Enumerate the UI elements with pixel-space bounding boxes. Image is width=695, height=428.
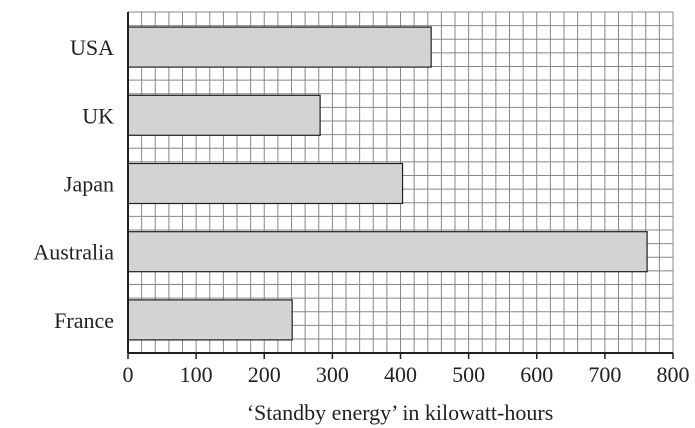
- x-axis-title: ‘Standby energy’ in kilowatt-hours: [247, 400, 554, 425]
- x-tick-label: 200: [248, 362, 281, 387]
- tick-labels: 0 100 200 300 400 500 600 700 800: [123, 362, 690, 387]
- bar-japan: [127, 162, 404, 205]
- bar-australia: [127, 231, 648, 273]
- x-tick-label: 500: [452, 362, 485, 387]
- bar-france: [127, 299, 293, 341]
- axes: [127, 12, 674, 359]
- category-labels: USA UK Japan Australia France: [33, 35, 114, 333]
- category-label-france: France: [54, 308, 114, 333]
- bar-usa: [127, 26, 432, 68]
- x-tick-label: 800: [657, 362, 690, 387]
- x-tick-label: 300: [316, 362, 349, 387]
- category-label-japan: Japan: [64, 172, 114, 197]
- x-tick-label: 400: [384, 362, 417, 387]
- category-label-usa: USA: [70, 35, 114, 60]
- category-label-australia: Australia: [33, 240, 114, 265]
- bars: [127, 26, 648, 341]
- bar-uk: [127, 94, 321, 136]
- category-label-uk: UK: [82, 103, 114, 128]
- x-tick-label: 100: [180, 362, 213, 387]
- x-tick-label: 600: [520, 362, 553, 387]
- x-tick-label: 700: [588, 362, 621, 387]
- x-tick-label: 0: [123, 362, 134, 387]
